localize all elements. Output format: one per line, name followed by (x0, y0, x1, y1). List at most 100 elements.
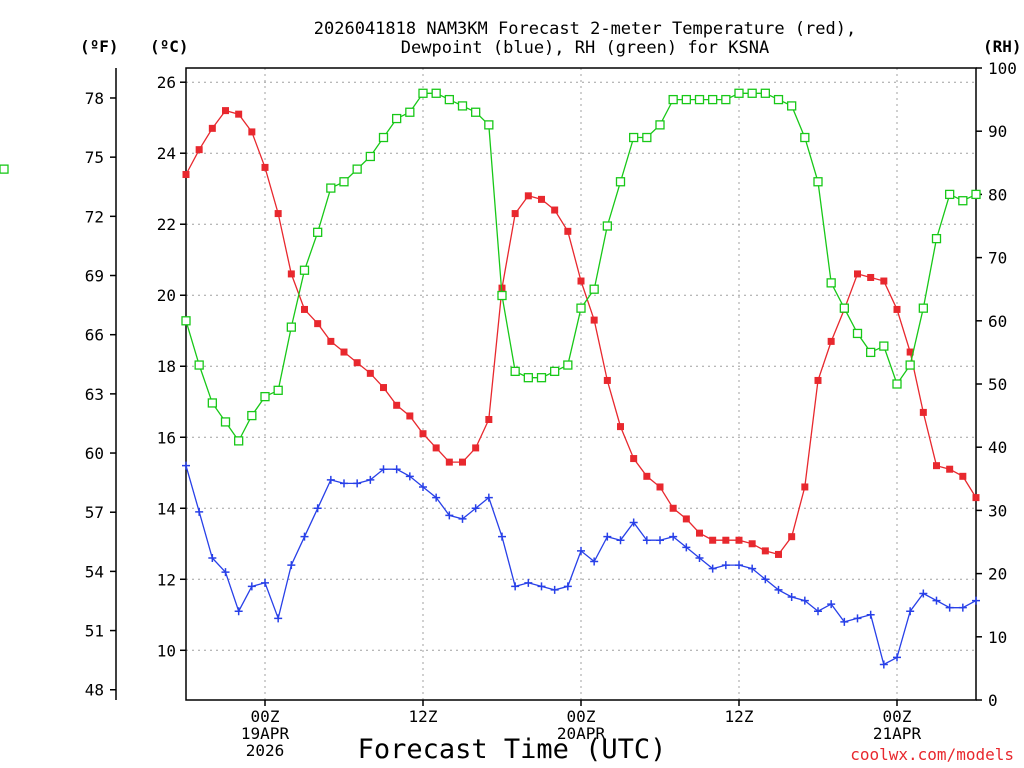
celsius-tick-label: 20 (157, 286, 176, 305)
fahrenheit-tick-label: 51 (85, 622, 104, 641)
dewpoint-point (853, 614, 862, 623)
temperature-point (775, 550, 782, 558)
temperature-point (788, 533, 796, 541)
dewpoint-point (537, 582, 546, 591)
rh-point (510, 366, 520, 377)
temperature-point (222, 107, 229, 115)
rh-point (352, 164, 362, 174)
gridlines (186, 68, 976, 700)
rh-point (339, 177, 349, 187)
dewpoint-point (932, 596, 941, 605)
temperature-point (314, 320, 322, 328)
axes (110, 67, 982, 706)
dewpoint-point (945, 603, 954, 612)
rh-point (576, 303, 586, 313)
rh-point (273, 385, 283, 395)
rh-point (813, 177, 823, 187)
temperature-point (327, 337, 335, 345)
x-tick-label: 12Z (409, 707, 438, 726)
temperature-point (761, 547, 769, 555)
rh-point (523, 373, 533, 383)
rh-point (405, 107, 415, 117)
rh-point (760, 88, 770, 98)
temperature-point (959, 472, 967, 480)
rh-point (958, 196, 968, 206)
fahrenheit-tick-label: 63 (85, 385, 104, 404)
x-tick-label: 20APR (557, 724, 606, 743)
rh-point (207, 398, 217, 408)
x-tick-label: 12Z (725, 707, 754, 726)
celsius-unit-label: (ºC) (150, 37, 189, 56)
temperature-point (406, 412, 414, 420)
dewpoint-point (590, 557, 599, 566)
temperature-point (445, 458, 453, 466)
temperature-point (893, 305, 901, 313)
dewpoint-point (774, 585, 783, 594)
temperature-point (340, 348, 348, 356)
temperature-point (353, 359, 361, 367)
dewpoint-point (629, 518, 638, 527)
rh-point (365, 151, 375, 162)
dewpoint-point (287, 561, 296, 570)
fahrenheit-tick-label: 60 (85, 444, 104, 463)
x-tick-label: 00Z (567, 707, 596, 726)
temperature-point (472, 444, 480, 452)
temperature-point (590, 316, 598, 324)
temperature-point (235, 110, 243, 118)
temperature-point (880, 277, 888, 285)
celsius-tick-label: 22 (157, 215, 176, 234)
rh-tick-label: 10 (988, 628, 1007, 647)
dewpoint-point (458, 514, 467, 523)
rh-point (260, 391, 270, 402)
celsius-tick-label: 14 (157, 499, 176, 518)
rh-point (418, 88, 428, 98)
temperature-point (709, 536, 717, 544)
dewpoint-point (616, 536, 625, 545)
dewpoint-point (656, 536, 664, 545)
rh-point (918, 303, 928, 313)
temperature-point (630, 455, 638, 463)
temperature-point (182, 171, 190, 179)
rh-point (536, 373, 547, 383)
dewpoint-point (800, 596, 809, 605)
dewpoint-point (748, 564, 757, 573)
rh-point (747, 88, 757, 98)
temperature-point (380, 384, 387, 392)
x-tick-label: 2026 (246, 741, 285, 760)
rh-point (773, 94, 784, 105)
rh-point (550, 366, 560, 377)
rh-tick-label: 100 (988, 59, 1017, 78)
rh-point (945, 189, 955, 200)
temperature-point (577, 277, 585, 285)
data-series (0, 88, 981, 669)
rh-point (721, 94, 731, 105)
dewpoint-point (682, 543, 691, 552)
dewpoint-point (972, 596, 980, 605)
rh-point (392, 113, 402, 124)
dewpoint-point (445, 511, 454, 520)
temperature-point (366, 369, 374, 377)
dewpoint-point (498, 532, 506, 541)
celsius-tick-label: 10 (157, 641, 176, 660)
celsius-tick-label: 12 (157, 570, 176, 589)
dewpoint-point (379, 465, 388, 474)
celsius-tick-label: 26 (157, 73, 176, 92)
dewpoint-point (695, 553, 704, 562)
rh-point (839, 303, 849, 313)
fahrenheit-tick-label: 66 (85, 326, 104, 345)
dewpoint-point (195, 507, 204, 516)
credit-label: coolwx.com/models (850, 745, 1014, 764)
rh-point (444, 94, 454, 105)
rh-point (971, 189, 981, 200)
rh-point (563, 360, 573, 370)
x-tick-label: 19APR (241, 724, 290, 743)
dewpoint-point (603, 532, 612, 541)
rh-point (220, 417, 231, 427)
rh-point (866, 347, 876, 358)
celsius-tick-label: 18 (157, 357, 176, 376)
rh-point (431, 88, 441, 98)
rh-point (194, 360, 204, 370)
rh-point (602, 221, 612, 231)
celsius-tick-label: 16 (157, 428, 176, 447)
